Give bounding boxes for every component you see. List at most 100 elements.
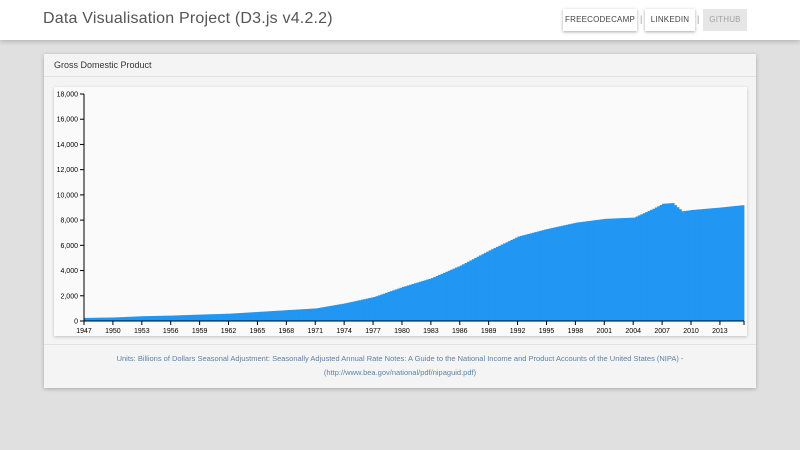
- chart-bar: [115, 317, 119, 321]
- chart-bar: [394, 289, 398, 321]
- chart-bar: [560, 225, 564, 321]
- chart-bar: [678, 209, 682, 321]
- x-tick-label: 2013: [712, 328, 728, 335]
- chart-bar: [88, 317, 92, 321]
- chart-bar: [406, 285, 410, 321]
- chart-bar: [464, 262, 468, 321]
- y-tick-label: 0: [74, 319, 78, 326]
- chart-bar: [565, 224, 569, 321]
- chart-bar: [117, 317, 121, 321]
- chart-bar: [226, 313, 229, 321]
- chart-bar: [734, 205, 738, 321]
- github-button[interactable]: GITHUB: [703, 9, 747, 31]
- chart-bar: [298, 309, 302, 321]
- x-tick-label: 1953: [134, 328, 150, 335]
- chart-bar: [129, 316, 133, 321]
- nav-separator: |: [697, 14, 700, 24]
- chart-bar: [141, 316, 145, 321]
- chart-bar: [599, 219, 603, 321]
- chart-bar: [695, 209, 699, 321]
- chart-bar: [575, 222, 579, 321]
- chart-bar: [541, 230, 545, 321]
- chart-bar: [93, 317, 97, 321]
- chart-bar: [288, 310, 292, 321]
- chart-bar: [317, 307, 321, 321]
- chart-bar: [300, 309, 304, 321]
- chart-bar: [223, 313, 227, 321]
- x-tick-label: 2004: [625, 328, 641, 335]
- freecodecamp-button[interactable]: FREECODECAMP: [563, 9, 637, 31]
- chart-bar: [640, 214, 644, 321]
- chart-bar: [380, 294, 384, 321]
- chart-bar: [411, 284, 415, 321]
- chart-bar: [527, 233, 531, 321]
- chart-bar: [604, 218, 608, 321]
- chart-bar: [421, 281, 425, 321]
- chart-bar: [676, 207, 680, 321]
- chart-bar: [221, 313, 225, 321]
- chart-bar: [522, 235, 526, 321]
- chart-bar: [500, 244, 504, 321]
- chart-bar: [368, 298, 372, 321]
- chart-bar: [209, 314, 213, 321]
- chart-bar: [387, 291, 391, 321]
- chart-bar: [613, 218, 617, 321]
- chart-bar: [377, 295, 381, 321]
- chart-bar: [324, 306, 328, 321]
- chart-bar: [356, 300, 359, 321]
- chart-bar: [548, 228, 552, 321]
- chart-bar: [580, 222, 584, 321]
- chart-bar: [206, 314, 210, 321]
- chart-bar: [498, 245, 502, 321]
- chart-bar: [700, 209, 704, 321]
- chart-bar: [363, 299, 367, 321]
- chart-bar: [621, 218, 624, 321]
- chart-bar: [197, 314, 201, 321]
- chart-bar: [348, 302, 352, 321]
- chart-bar: [276, 310, 280, 321]
- linkedin-button[interactable]: LINKEDIN: [645, 9, 695, 31]
- notes-link[interactable]: (http://www.bea.gov/national/pdf/nipagui…: [323, 368, 477, 377]
- chart-bar: [577, 222, 581, 321]
- chart-bar: [320, 307, 323, 321]
- chart-bar: [544, 229, 547, 321]
- chart-bar: [435, 276, 439, 321]
- card-title: Gross Domestic Product: [54, 60, 152, 70]
- chart-bar: [382, 293, 386, 321]
- chart-bar: [344, 303, 347, 321]
- chart-bar: [136, 316, 140, 321]
- chart-bar: [505, 242, 509, 321]
- chart-bar: [570, 223, 574, 321]
- chart-bar: [295, 309, 299, 321]
- chart-bar: [553, 227, 557, 321]
- chart-bar: [650, 209, 653, 321]
- chart-bar: [279, 310, 282, 321]
- chart-bar: [259, 311, 263, 321]
- chart-bar: [139, 316, 143, 321]
- chart-bar: [305, 308, 309, 321]
- chart-bar: [151, 316, 155, 321]
- chart-bar: [662, 203, 665, 321]
- chart-bar: [471, 259, 475, 321]
- chart-bar: [370, 297, 374, 321]
- chart-bar: [122, 317, 126, 321]
- chart-bar: [529, 233, 533, 321]
- y-tick-label: 4,000: [60, 268, 78, 275]
- chart-bar: [187, 314, 191, 321]
- chart-bar: [664, 203, 668, 321]
- chart-bar: [233, 313, 237, 321]
- chart-bar: [336, 304, 340, 321]
- chart-bar: [625, 217, 629, 321]
- chart-bar: [163, 315, 167, 321]
- chart-bar: [469, 260, 473, 321]
- chart-bar: [194, 314, 198, 321]
- chart-bar: [450, 269, 453, 321]
- chart-bar: [110, 317, 114, 321]
- chart-bar: [173, 315, 176, 321]
- chart-bar: [534, 232, 538, 321]
- chart-bar: [339, 304, 343, 321]
- chart-bar: [609, 218, 612, 321]
- chart-bar: [189, 314, 193, 321]
- chart-bar: [204, 314, 208, 321]
- chart-bar: [712, 208, 716, 321]
